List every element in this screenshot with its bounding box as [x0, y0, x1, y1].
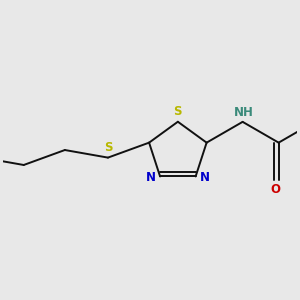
Text: NH: NH	[233, 106, 254, 119]
Text: S: S	[174, 105, 182, 118]
Text: N: N	[200, 171, 210, 184]
Text: S: S	[104, 141, 112, 154]
Text: N: N	[146, 171, 156, 184]
Text: O: O	[270, 183, 280, 196]
